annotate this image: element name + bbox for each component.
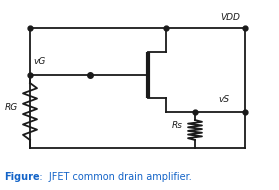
Text: Rs: Rs — [172, 121, 183, 131]
Text: vS: vS — [218, 95, 229, 104]
Text: RG: RG — [5, 104, 18, 112]
Text: :  JFET common drain amplifier.: : JFET common drain amplifier. — [30, 172, 192, 182]
Text: vG: vG — [33, 57, 45, 66]
Text: VDD: VDD — [220, 13, 240, 22]
Text: Figure: Figure — [4, 172, 40, 182]
